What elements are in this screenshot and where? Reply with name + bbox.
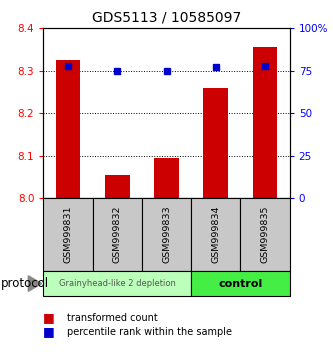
- Text: ■: ■: [43, 311, 55, 324]
- Text: percentile rank within the sample: percentile rank within the sample: [67, 327, 231, 337]
- Text: transformed count: transformed count: [67, 313, 158, 322]
- Bar: [154, 158, 179, 198]
- Title: GDS5113 / 10585097: GDS5113 / 10585097: [92, 10, 241, 24]
- Text: Grainyhead-like 2 depletion: Grainyhead-like 2 depletion: [59, 279, 175, 288]
- Polygon shape: [28, 276, 42, 291]
- Text: GSM999832: GSM999832: [113, 206, 122, 263]
- Bar: [105, 175, 130, 198]
- Bar: [253, 47, 277, 198]
- Text: protocol: protocol: [1, 277, 49, 290]
- Text: GSM999834: GSM999834: [211, 206, 220, 263]
- Text: control: control: [218, 279, 262, 289]
- Bar: [203, 88, 228, 198]
- Bar: [56, 60, 80, 198]
- Text: ■: ■: [43, 325, 55, 338]
- Text: GSM999833: GSM999833: [162, 206, 171, 263]
- Text: GSM999831: GSM999831: [63, 206, 73, 263]
- Text: GSM999835: GSM999835: [260, 206, 270, 263]
